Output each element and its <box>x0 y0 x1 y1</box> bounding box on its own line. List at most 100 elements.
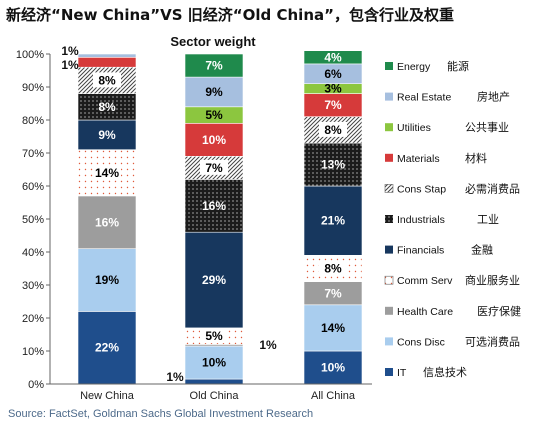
data-label: 7% <box>324 286 342 300</box>
legend-swatch-cons-disc <box>385 337 393 346</box>
data-label-bg <box>200 328 228 344</box>
y-tick-label: 30% <box>22 280 44 292</box>
legend-label: Industrials <box>397 214 445 226</box>
data-label: 5% <box>205 108 223 122</box>
y-tick-label: 10% <box>22 346 44 358</box>
legend-swatch-comm-serv <box>384 275 394 285</box>
x-axis: New China Old China All China <box>50 383 372 402</box>
data-label: 4% <box>324 50 342 64</box>
data-label: 8% <box>98 73 116 87</box>
bar-all-china-industrials <box>303 142 363 187</box>
y-tick-label: 40% <box>22 247 44 259</box>
data-label: 16% <box>202 199 226 213</box>
legend-label: Financials <box>397 245 444 257</box>
legend-swatch-energy <box>385 62 393 70</box>
data-label: 10% <box>202 133 226 147</box>
legend-label: Materials <box>397 153 440 165</box>
legend-label-cn: 必需消费品 <box>465 181 520 195</box>
legend-label: Real Estate <box>397 92 451 104</box>
data-label: 8% <box>324 123 342 137</box>
legend-label: Comm Serv <box>397 275 453 287</box>
data-label: 8% <box>98 100 116 114</box>
legend-label-cn: 房地产 <box>477 90 510 104</box>
legend-swatch-it <box>385 368 393 376</box>
data-label: 9% <box>98 128 116 142</box>
legend-label: Cons Stap <box>397 183 446 195</box>
legend-label-cn: 医疗保健 <box>477 304 521 318</box>
y-tick-label: 90% <box>22 82 44 94</box>
data-label: 8% <box>324 262 342 276</box>
legend-label-cn: 工业 <box>477 213 499 226</box>
data-label: 10% <box>321 361 345 375</box>
legend: Energy 能源 Real Estate 房地产 Utilities 公共事业 Mater… <box>384 59 521 379</box>
legend-swatch-materials <box>385 153 393 162</box>
outside-data-label: 1% <box>61 58 79 72</box>
chart-title: Sector weight <box>170 34 256 49</box>
bar-new-china-real-estate <box>77 53 137 58</box>
legend-label-cn: 商业服务业 <box>465 273 520 287</box>
data-label: 5% <box>205 329 223 343</box>
data-label: 6% <box>324 67 342 81</box>
bar-old-china-financials <box>184 231 244 329</box>
legend-label-cn: 金融 <box>471 243 493 257</box>
legend-label: Energy <box>397 61 431 73</box>
data-label: 3% <box>324 82 342 96</box>
legend-label: Cons Disc <box>397 336 445 348</box>
data-label-bg <box>200 159 228 175</box>
bar-old-china-energy <box>184 53 244 78</box>
legend-swatch-utilities <box>385 123 393 132</box>
legend-label-cn: 能源 <box>447 59 469 73</box>
bar-all-china-cons-disc <box>303 304 363 352</box>
bars-group: 22% 19% 16% 14% 9% 8% 8% 10% 5% 29% 16% 7% 10% 5% 9% 7%… <box>61 44 363 385</box>
x-tick-label: New China <box>80 390 135 402</box>
y-tick-label: 60% <box>22 181 44 193</box>
bar-new-china-materials <box>77 56 137 68</box>
data-label: 13% <box>321 158 345 172</box>
data-label: 29% <box>202 273 226 287</box>
bar-old-china-industrials <box>184 179 244 233</box>
data-label: 14% <box>321 321 345 335</box>
bar-all-china-energy <box>303 50 363 65</box>
legend-label-cn: 信息技术 <box>423 365 467 379</box>
data-label: 22% <box>95 341 119 355</box>
legend-swatch-health-care <box>385 306 393 315</box>
legend-swatch-real-estate <box>385 92 393 101</box>
bar-old-china-materials <box>184 123 244 157</box>
data-label: 14% <box>95 166 119 180</box>
legend-swatch-cons-stap <box>384 184 394 193</box>
data-label: 16% <box>95 215 119 229</box>
outside-data-label: 1% <box>259 338 277 352</box>
y-tick-label: 50% <box>22 214 44 226</box>
legend-label-cn: 可选消费品 <box>465 334 520 348</box>
data-label: 10% <box>202 356 226 370</box>
y-tick-label: 80% <box>22 115 44 127</box>
legend-label: Health Care <box>397 306 453 318</box>
x-tick-label: All China <box>311 390 356 402</box>
legend-label: IT <box>397 367 407 379</box>
y-tick-label: 0% <box>28 379 44 391</box>
data-label: 7% <box>205 161 223 175</box>
bar-all-china-financials <box>303 185 363 256</box>
data-label: 9% <box>205 85 223 99</box>
y-tick-label: 100% <box>16 49 44 61</box>
legend-swatch-financials <box>385 245 393 254</box>
data-label-bg <box>319 260 347 276</box>
page-title: 新经济“New China”VS 旧经济“Old China”，包含行业及权重 <box>6 6 454 24</box>
legend-label-cn: 材料 <box>465 151 487 165</box>
source-note: Source: FactSet, Goldman Sachs Global In… <box>8 408 314 420</box>
outside-data-label: 1% <box>166 370 184 384</box>
legend-label-cn: 公共事业 <box>465 121 509 134</box>
data-label-bg <box>319 121 347 137</box>
bar-old-china-it <box>184 378 244 385</box>
bar-old-china-cons-disc <box>184 345 244 380</box>
x-tick-label: Old China <box>190 390 240 402</box>
y-tick-label: 20% <box>22 313 44 325</box>
data-label-bg <box>93 164 121 180</box>
y-axis: 0% 10% 20% 30% 40% 50% 60% 70% 80% 90% 100% <box>16 49 51 391</box>
data-label-bg <box>93 72 121 88</box>
legend-label: Utilities <box>397 122 431 134</box>
data-label: 7% <box>205 59 223 73</box>
data-label: 21% <box>321 214 345 228</box>
data-label: 7% <box>324 98 342 112</box>
